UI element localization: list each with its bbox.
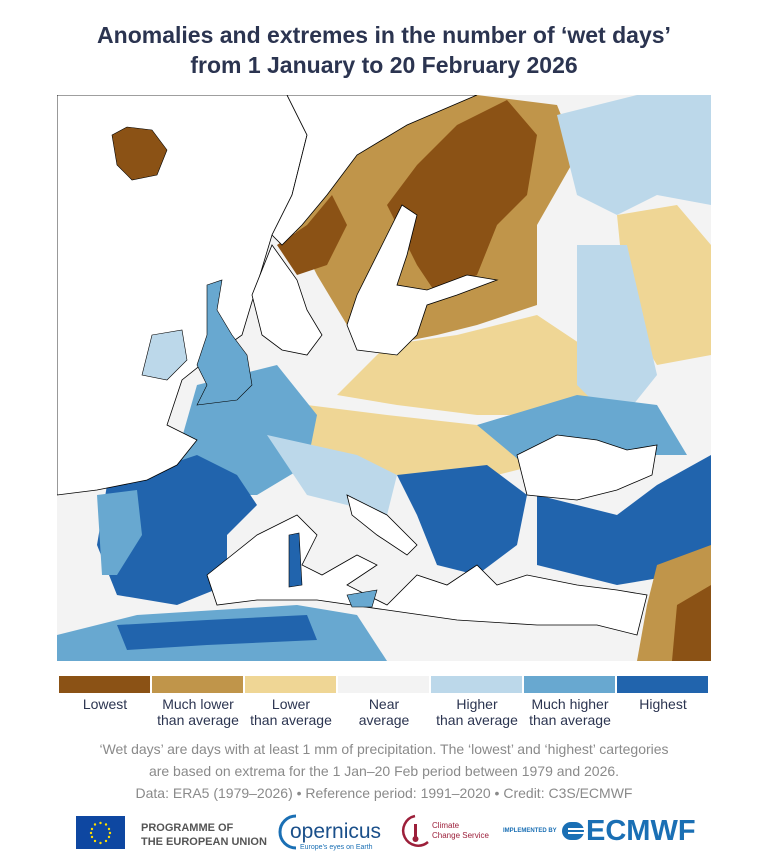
c3s-thermometer-icon [400,814,430,848]
legend-label-line-1: Lower [271,696,311,712]
ecmwf-emblem-icon [562,819,584,843]
ireland [141,329,188,381]
legend-label-line-1: Much higher [531,696,609,712]
sicily [346,589,378,608]
legend-label-line-1: Higher [456,696,498,712]
legend-label: Lowest [55,696,155,712]
region-balkans [397,465,527,575]
europe-wet-days-map [57,95,711,661]
sea-areas [57,95,658,636]
copernicus-logo: opernicus Europe's eyes on Earth [278,812,382,854]
legend-label-line-1: Near [368,696,400,712]
legend-swatch [524,676,615,693]
region-middle-east-lowest [672,585,711,661]
region-russia-light [557,95,711,215]
region-fennoscandia-lowest [387,100,537,295]
eu-programme-line-1: PROGRAMME OF [141,822,234,834]
legend-label: Lower than average [241,696,341,728]
region-north-africa-highest [117,615,317,650]
copernicus-tagline: Europe's eyes on Earth [300,844,373,851]
region-norway-coast [277,195,347,275]
legend-label: Near average [334,696,434,728]
legend-label-line-2: than average [157,712,239,728]
legend-swatch [338,676,429,693]
legend-swatch [245,676,336,693]
region-iberia-west [97,490,142,575]
legend-label-line-2: than average [250,712,332,728]
mediterranean-sea [206,514,648,636]
c3s-line-2: Change Service [432,831,489,840]
eu-flag-icon [76,816,125,849]
iceland [111,126,168,181]
legend-swatch [431,676,522,693]
legend-swatch [152,676,243,693]
note-line-2: are based on extrema for the 1 Jan–20 Fe… [148,763,620,779]
legend-label: Higher than average [427,696,527,728]
black-sea [516,434,658,501]
implemented-by-label: IMPLEMENTED BY [503,828,557,834]
note-line-3: Data: ERA5 (1979–2026) • Reference perio… [135,785,633,801]
adriatic-sea [346,494,418,556]
legend-label-line-1: Much lower [162,696,234,712]
legend-label-line-2: than average [529,712,611,728]
note-line-1: ‘Wet days’ are days with at least 1 mm o… [99,741,669,757]
region-turkey-caucasus [537,455,711,585]
ecmwf-wordmark: ECMWF [586,815,696,847]
c3s-line-1: Climate [432,821,460,830]
copernicus-arc-icon [278,814,297,850]
region-baltic-states [337,315,617,415]
legend-label: Much lower than average [148,696,248,728]
legend-label-line-1: Lowest [82,696,128,712]
legend-label: Highest [613,696,713,712]
eu-programme-line-2: THE EUROPEAN UNION [141,836,267,848]
baltic-sea [346,204,499,356]
legend-swatch [59,676,150,693]
legend-label-line-2: average [358,712,410,728]
great-britain [196,279,253,406]
title-line-2: from 1 January to 20 February 2026 [190,52,578,78]
legend-swatch [617,676,708,693]
north-sea [251,244,323,356]
copernicus-wordmark: opernicus [290,820,382,843]
legend-label-line-1: Highest [639,696,687,712]
title-line-1: Anomalies and extremes in the number of … [97,22,671,48]
legend-label: Much higher than average [520,696,620,728]
legend-label-line-2: than average [436,712,518,728]
sardinia-corsica [288,532,303,588]
norwegian-sea [271,95,478,246]
region-russia-mid [577,245,657,425]
region-italy-alps [267,435,397,515]
